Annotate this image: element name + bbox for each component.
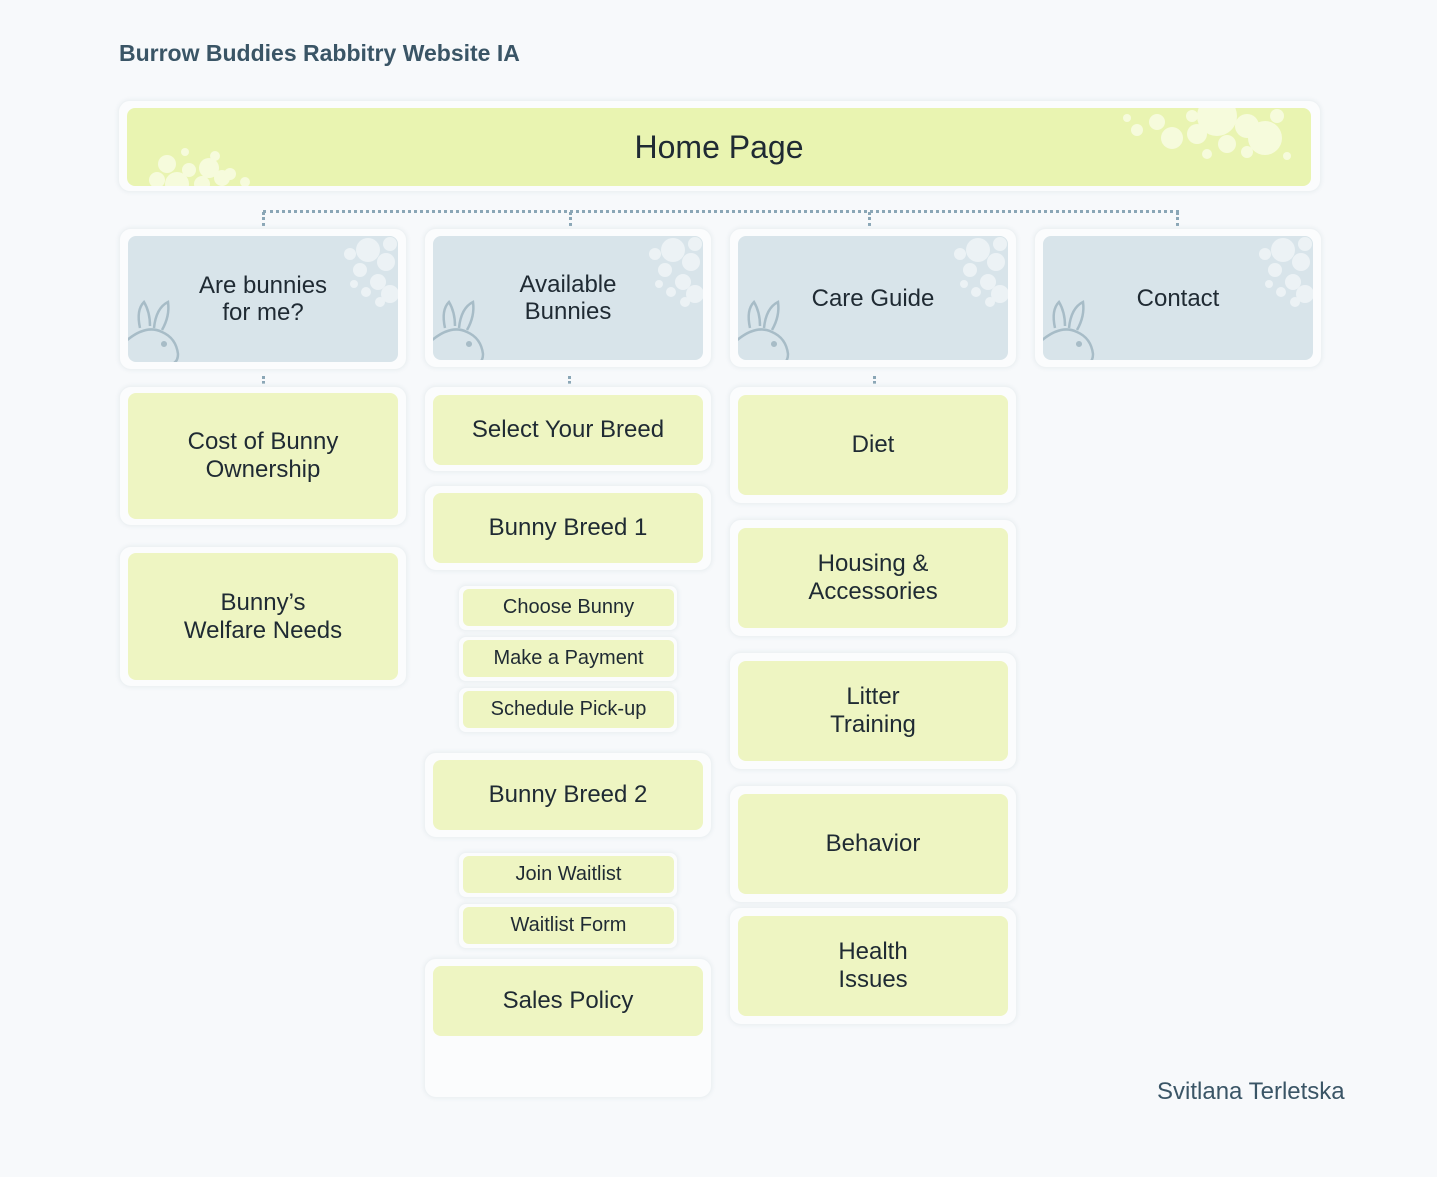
node-housing-accessories[interactable]: Housing & Accessories xyxy=(738,528,1008,628)
home-page-label: Home Page xyxy=(634,128,804,165)
connector-contact xyxy=(1176,212,1179,226)
category-label: Contact xyxy=(1136,284,1220,312)
level1-connector-line xyxy=(263,210,1179,213)
node-diet[interactable]: Diet xyxy=(738,395,1008,495)
node-bunny-welfare-needs[interactable]: Bunny’s Welfare Needs xyxy=(128,553,398,680)
step-join-waitlist[interactable]: Join Waitlist xyxy=(463,856,674,893)
diagram-title: Burrow Buddies Rabbitry Website IA xyxy=(119,40,520,66)
node-label: Select Your Breed xyxy=(471,416,665,443)
node-sales-policy[interactable]: Sales Policy xyxy=(433,966,703,1036)
step-label: Choose Bunny xyxy=(502,596,635,618)
bubbles-decoration-icon xyxy=(149,108,1291,186)
step-label: Schedule Pick-up xyxy=(490,698,647,720)
node-label: Health Issues xyxy=(838,938,908,993)
node-label: Bunny’s Welfare Needs xyxy=(183,588,343,644)
step-waitlist-form[interactable]: Waitlist Form xyxy=(463,907,674,944)
node-label: Bunny Breed 1 xyxy=(488,514,648,541)
node-bunny-breed-1[interactable]: Bunny Breed 1 xyxy=(433,493,703,563)
step-choose-bunny[interactable]: Choose Bunny xyxy=(463,589,674,626)
category-label: Are bunnies for me? xyxy=(198,272,328,326)
node-health-issues[interactable]: Health Issues xyxy=(738,916,1008,1016)
category-care-guide[interactable]: Care Guide xyxy=(738,236,1008,360)
bunny-decoration-icon xyxy=(433,237,703,360)
category-contact[interactable]: Contact xyxy=(1043,236,1313,360)
category-available-bunnies[interactable]: Available Bunnies xyxy=(433,236,703,360)
connector-care-children xyxy=(873,376,876,384)
node-bunny-breed-2[interactable]: Bunny Breed 2 xyxy=(433,760,703,830)
category-label: Available Bunnies xyxy=(519,271,617,325)
bunny-decoration-icon xyxy=(738,237,1008,360)
author-credit: Svitlana Terletska xyxy=(1157,1078,1345,1105)
connector-are-bunnies xyxy=(262,212,265,226)
category-label: Care Guide xyxy=(811,284,935,312)
node-litter-training[interactable]: Litter Training xyxy=(738,661,1008,761)
node-label: Litter Training xyxy=(830,683,916,738)
connector-available xyxy=(569,212,572,226)
bunny-decoration-icon xyxy=(1043,237,1313,360)
connector-available-children xyxy=(568,376,571,384)
node-label: Cost of Bunny Ownership xyxy=(187,428,339,483)
connector-are-bunnies-children xyxy=(262,376,265,384)
node-select-your-breed[interactable]: Select Your Breed xyxy=(433,395,703,465)
node-behavior[interactable]: Behavior xyxy=(738,794,1008,894)
bunny-decoration-icon xyxy=(128,237,398,362)
step-make-a-payment[interactable]: Make a Payment xyxy=(463,640,674,677)
node-cost-of-bunny-ownership[interactable]: Cost of Bunny Ownership xyxy=(128,393,398,519)
home-page-node[interactable]: Home Page xyxy=(127,108,1311,186)
step-schedule-pick-up[interactable]: Schedule Pick-up xyxy=(463,691,674,728)
node-label: Sales Policy xyxy=(502,987,634,1014)
step-label: Waitlist Form xyxy=(510,914,627,936)
node-label: Diet xyxy=(851,431,895,458)
connector-care-guide xyxy=(868,212,871,226)
category-are-bunnies-for-me[interactable]: Are bunnies for me? xyxy=(128,236,398,362)
step-label: Join Waitlist xyxy=(515,863,622,885)
step-label: Make a Payment xyxy=(493,647,644,669)
node-label: Housing & Accessories xyxy=(808,550,938,605)
node-label: Behavior xyxy=(825,830,921,857)
node-label: Bunny Breed 2 xyxy=(488,781,648,808)
